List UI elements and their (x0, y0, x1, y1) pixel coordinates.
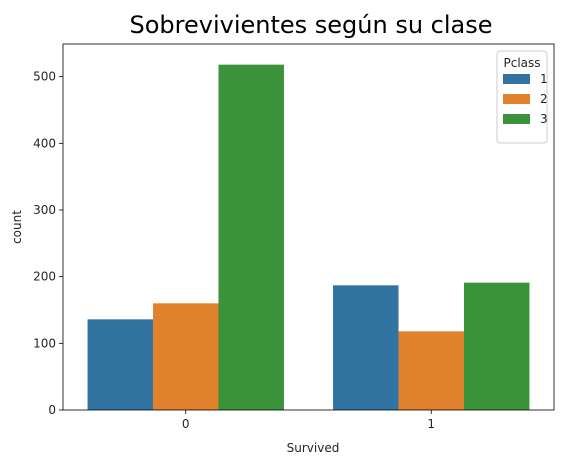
legend-items: 1 2 3 (503, 72, 548, 126)
y-tick-label: 200 (33, 270, 56, 284)
y-tick-label: 300 (33, 203, 56, 217)
legend-label-pclass-3: 3 (540, 112, 548, 126)
legend-label-pclass-2: 2 (540, 92, 548, 106)
bar-survived-0-pclass-1 (87, 319, 154, 410)
legend-title: Pclass (503, 56, 540, 70)
legend-swatch-pclass-3 (503, 114, 530, 124)
y-axis-ticks: 0 100 200 300 400 500 (33, 70, 63, 417)
bar-survived-1-pclass-2 (398, 331, 464, 410)
y-tick-label: 100 (33, 336, 56, 350)
x-axis-label: Survived (287, 441, 340, 455)
y-axis-label: count (10, 210, 24, 244)
legend: Pclass 1 2 3 (496, 50, 548, 144)
bar-survived-0-pclass-2 (153, 303, 219, 410)
bar-survived-0-pclass-3 (218, 64, 284, 411)
legend-label-pclass-1: 1 (540, 72, 548, 86)
bars (87, 64, 530, 411)
bar-survived-1-pclass-1 (333, 285, 399, 410)
y-tick-label: 500 (33, 70, 56, 84)
chart-title: Sobrevivientes según su clase (129, 11, 492, 39)
y-tick-label: 400 (33, 136, 56, 150)
bar-survived-1-pclass-3 (463, 282, 530, 410)
x-tick-label: 1 (427, 417, 435, 431)
legend-swatch-pclass-1 (503, 74, 530, 84)
legend-swatch-pclass-2 (503, 94, 530, 104)
y-tick-label: 0 (48, 403, 56, 417)
x-tick-label: 0 (182, 417, 190, 431)
plot-frame (62, 43, 555, 411)
